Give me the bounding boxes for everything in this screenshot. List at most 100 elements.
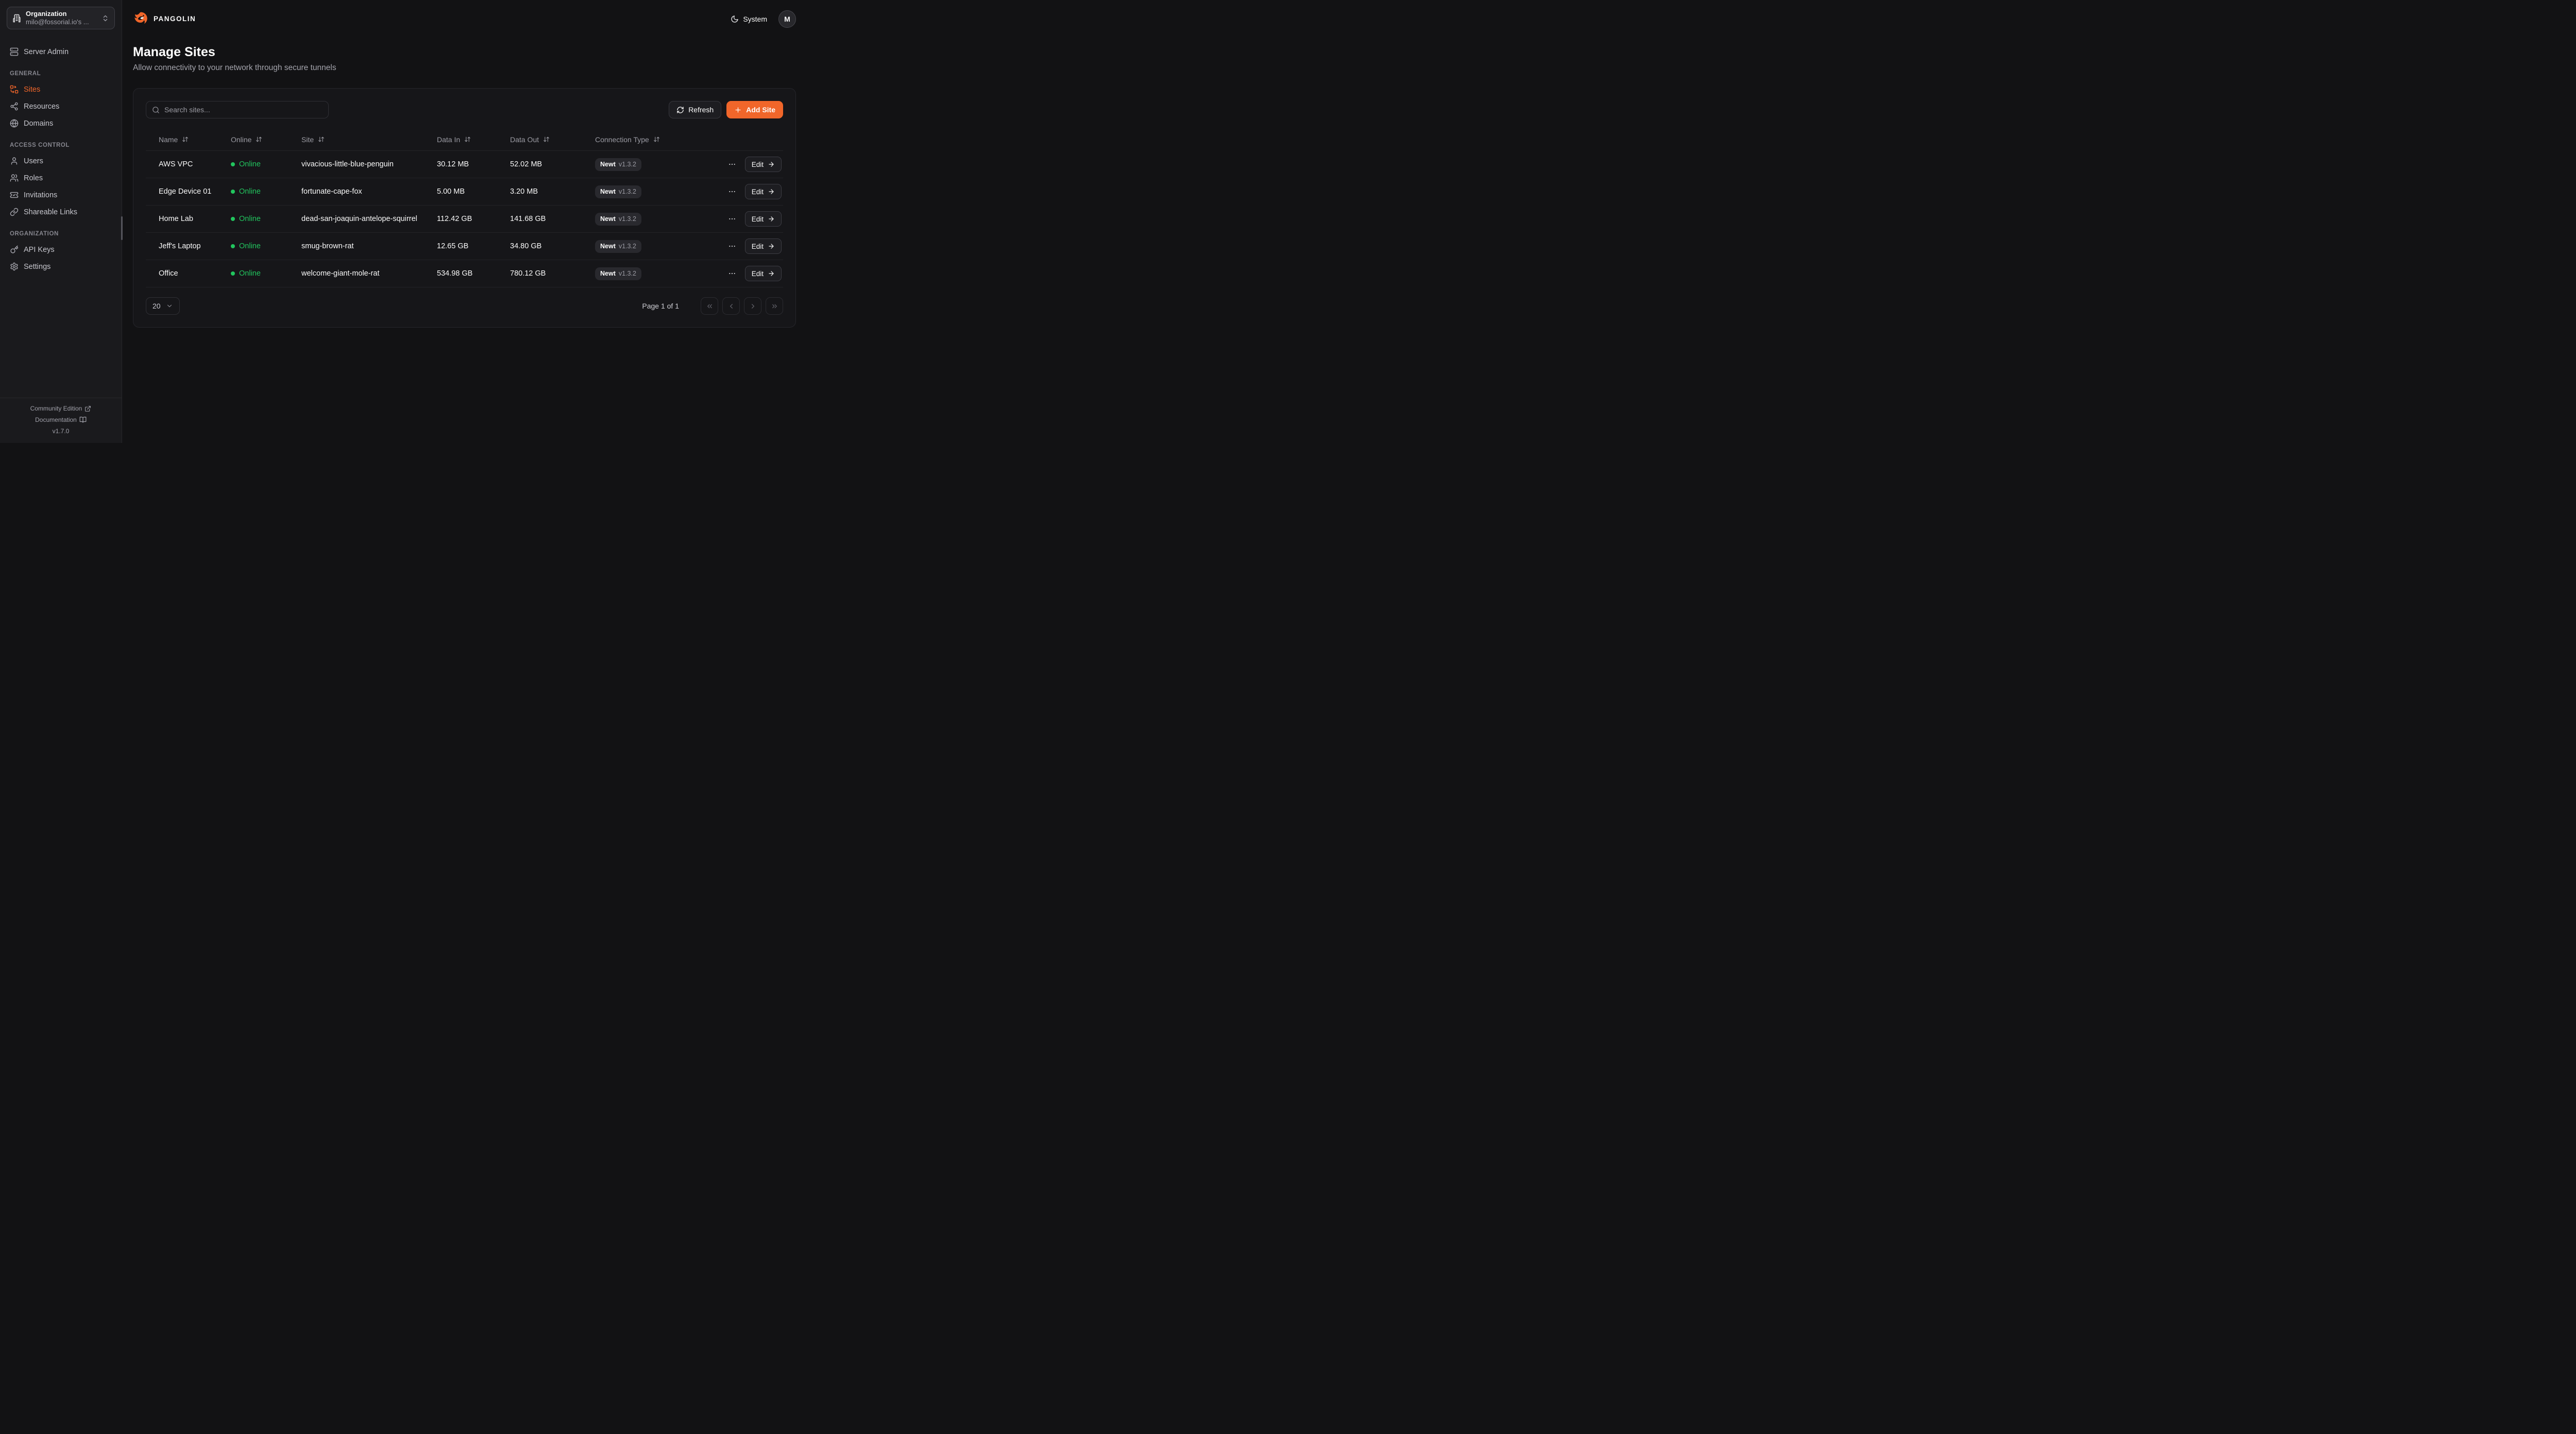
cell-site: dead-san-joaquin-antelope-squirrel xyxy=(301,215,417,223)
edit-button[interactable]: Edit xyxy=(744,238,782,254)
community-edition-link[interactable]: Community Edition xyxy=(30,403,92,414)
row-menu-button[interactable] xyxy=(726,158,738,170)
connection-type-badge: Newt v1.3.2 xyxy=(595,267,641,280)
documentation-link[interactable]: Documentation xyxy=(35,414,87,425)
external-link-icon xyxy=(84,405,91,412)
ellipsis-icon xyxy=(728,160,736,168)
row-menu-button[interactable] xyxy=(726,240,738,252)
sidebar-nav: Server Admin GENERAL Sites Resources Dom xyxy=(0,33,122,398)
moon-icon xyxy=(731,15,739,23)
page-title: Manage Sites xyxy=(133,45,215,59)
sidebar-item-server-admin[interactable]: Server Admin xyxy=(6,44,116,60)
share-icon xyxy=(10,102,19,111)
cell-name: Edge Device 01 xyxy=(159,187,212,196)
cell-data-in: 30.12 MB xyxy=(437,160,469,168)
cell-site: fortunate-cape-fox xyxy=(301,187,362,196)
key-icon xyxy=(10,245,19,254)
column-header-data-out[interactable]: Data Out xyxy=(510,135,595,144)
page-indicator: Page 1 of 1 xyxy=(642,302,679,310)
status-badge: Online xyxy=(231,242,261,250)
version-label: v1.7.0 xyxy=(52,428,70,435)
chevron-left-icon xyxy=(727,302,735,310)
cell-site: vivacious-little-blue-penguin xyxy=(301,160,394,168)
page-subtitle: Allow connectivity to your network throu… xyxy=(133,63,336,72)
table-row: Edge Device 01 Online fortunate-cape-fox… xyxy=(146,178,783,206)
status-badge: Online xyxy=(231,215,261,223)
book-open-icon xyxy=(79,416,87,423)
edit-button[interactable]: Edit xyxy=(744,184,782,199)
column-header-data-in[interactable]: Data In xyxy=(437,135,510,144)
row-menu-button[interactable] xyxy=(726,185,738,198)
sidebar-item-label: Users xyxy=(24,157,43,165)
sidebar-resize-handle[interactable] xyxy=(121,216,123,240)
arrow-right-icon xyxy=(768,243,775,250)
chevrons-right-icon xyxy=(771,302,778,310)
sidebar-item-api-keys[interactable]: API Keys xyxy=(6,242,116,258)
connection-type-badge: Newt v1.3.2 xyxy=(595,240,641,253)
row-menu-button[interactable] xyxy=(726,213,738,225)
table-footer: 20 Page 1 of 1 xyxy=(146,297,783,315)
ellipsis-icon xyxy=(728,242,736,250)
app-root: Organization milo@fossorial.io's ... Ser… xyxy=(0,0,808,443)
table-row: Office Online welcome-giant-mole-rat 534… xyxy=(146,260,783,287)
theme-toggle-button[interactable]: System xyxy=(731,15,767,23)
chevrons-up-down-icon xyxy=(101,14,109,22)
previous-page-button[interactable] xyxy=(722,297,740,315)
brand: PANGOLIN xyxy=(133,11,196,27)
sort-icon xyxy=(653,136,660,143)
org-selector-title: Organization xyxy=(26,9,67,18)
column-header-online[interactable]: Online xyxy=(231,135,301,144)
connection-type-badge: Newt v1.3.2 xyxy=(595,158,641,171)
refresh-button[interactable]: Refresh xyxy=(669,101,722,118)
edit-button[interactable]: Edit xyxy=(744,157,782,172)
sidebar: Organization milo@fossorial.io's ... Ser… xyxy=(0,0,123,443)
main-content: PANGOLIN System M Manage Sites Allow con… xyxy=(122,0,808,443)
search-icon xyxy=(152,106,160,114)
sites-table: Name Online Site Data In xyxy=(146,128,783,287)
edit-button[interactable]: Edit xyxy=(744,266,782,281)
section-label-access-control: ACCESS CONTROL xyxy=(10,142,70,148)
search-box xyxy=(146,101,329,118)
last-page-button[interactable] xyxy=(766,297,783,315)
table-toolbar: Refresh Add Site xyxy=(146,101,783,118)
user-icon xyxy=(10,157,19,165)
org-selector[interactable]: Organization milo@fossorial.io's ... xyxy=(7,7,115,29)
pangolin-logo xyxy=(133,11,149,27)
brand-name: PANGOLIN xyxy=(154,15,196,23)
arrow-right-icon xyxy=(768,188,775,195)
sidebar-item-settings[interactable]: Settings xyxy=(6,259,116,275)
column-header-connection-type[interactable]: Connection Type xyxy=(595,135,719,144)
cell-data-out: 34.80 GB xyxy=(510,242,542,250)
plus-icon xyxy=(734,106,742,114)
combine-icon xyxy=(10,85,19,94)
sidebar-item-domains[interactable]: Domains xyxy=(6,115,116,131)
sidebar-item-roles[interactable]: Roles xyxy=(6,170,116,186)
link-icon xyxy=(10,208,19,216)
sidebar-item-sites[interactable]: Sites xyxy=(6,81,116,97)
online-status-dot xyxy=(231,217,235,221)
cell-name: Jeff's Laptop xyxy=(159,242,201,250)
table-header-row: Name Online Site Data In xyxy=(146,128,783,151)
page-size-select[interactable]: 20 xyxy=(146,297,180,315)
status-badge: Online xyxy=(231,187,261,196)
add-site-button[interactable]: Add Site xyxy=(726,101,783,118)
column-header-name[interactable]: Name xyxy=(146,135,231,144)
sidebar-item-invitations[interactable]: Invitations xyxy=(6,187,116,203)
cell-data-in: 12.65 GB xyxy=(437,242,469,250)
next-page-button[interactable] xyxy=(744,297,761,315)
edit-button[interactable]: Edit xyxy=(744,211,782,227)
sites-card: Refresh Add Site Name xyxy=(133,88,796,328)
sort-icon xyxy=(464,136,471,143)
row-menu-button[interactable] xyxy=(726,267,738,280)
ellipsis-icon xyxy=(728,215,736,223)
avatar[interactable]: M xyxy=(778,10,796,28)
cell-site: smug-brown-rat xyxy=(301,242,354,250)
sidebar-item-users[interactable]: Users xyxy=(6,153,116,169)
search-input[interactable] xyxy=(164,106,323,114)
sidebar-item-shareable-links[interactable]: Shareable Links xyxy=(6,204,116,220)
sidebar-item-resources[interactable]: Resources xyxy=(6,98,116,114)
arrow-right-icon xyxy=(768,161,775,168)
column-header-site[interactable]: Site xyxy=(301,135,437,144)
sidebar-item-label: Invitations xyxy=(24,191,58,199)
first-page-button[interactable] xyxy=(701,297,718,315)
